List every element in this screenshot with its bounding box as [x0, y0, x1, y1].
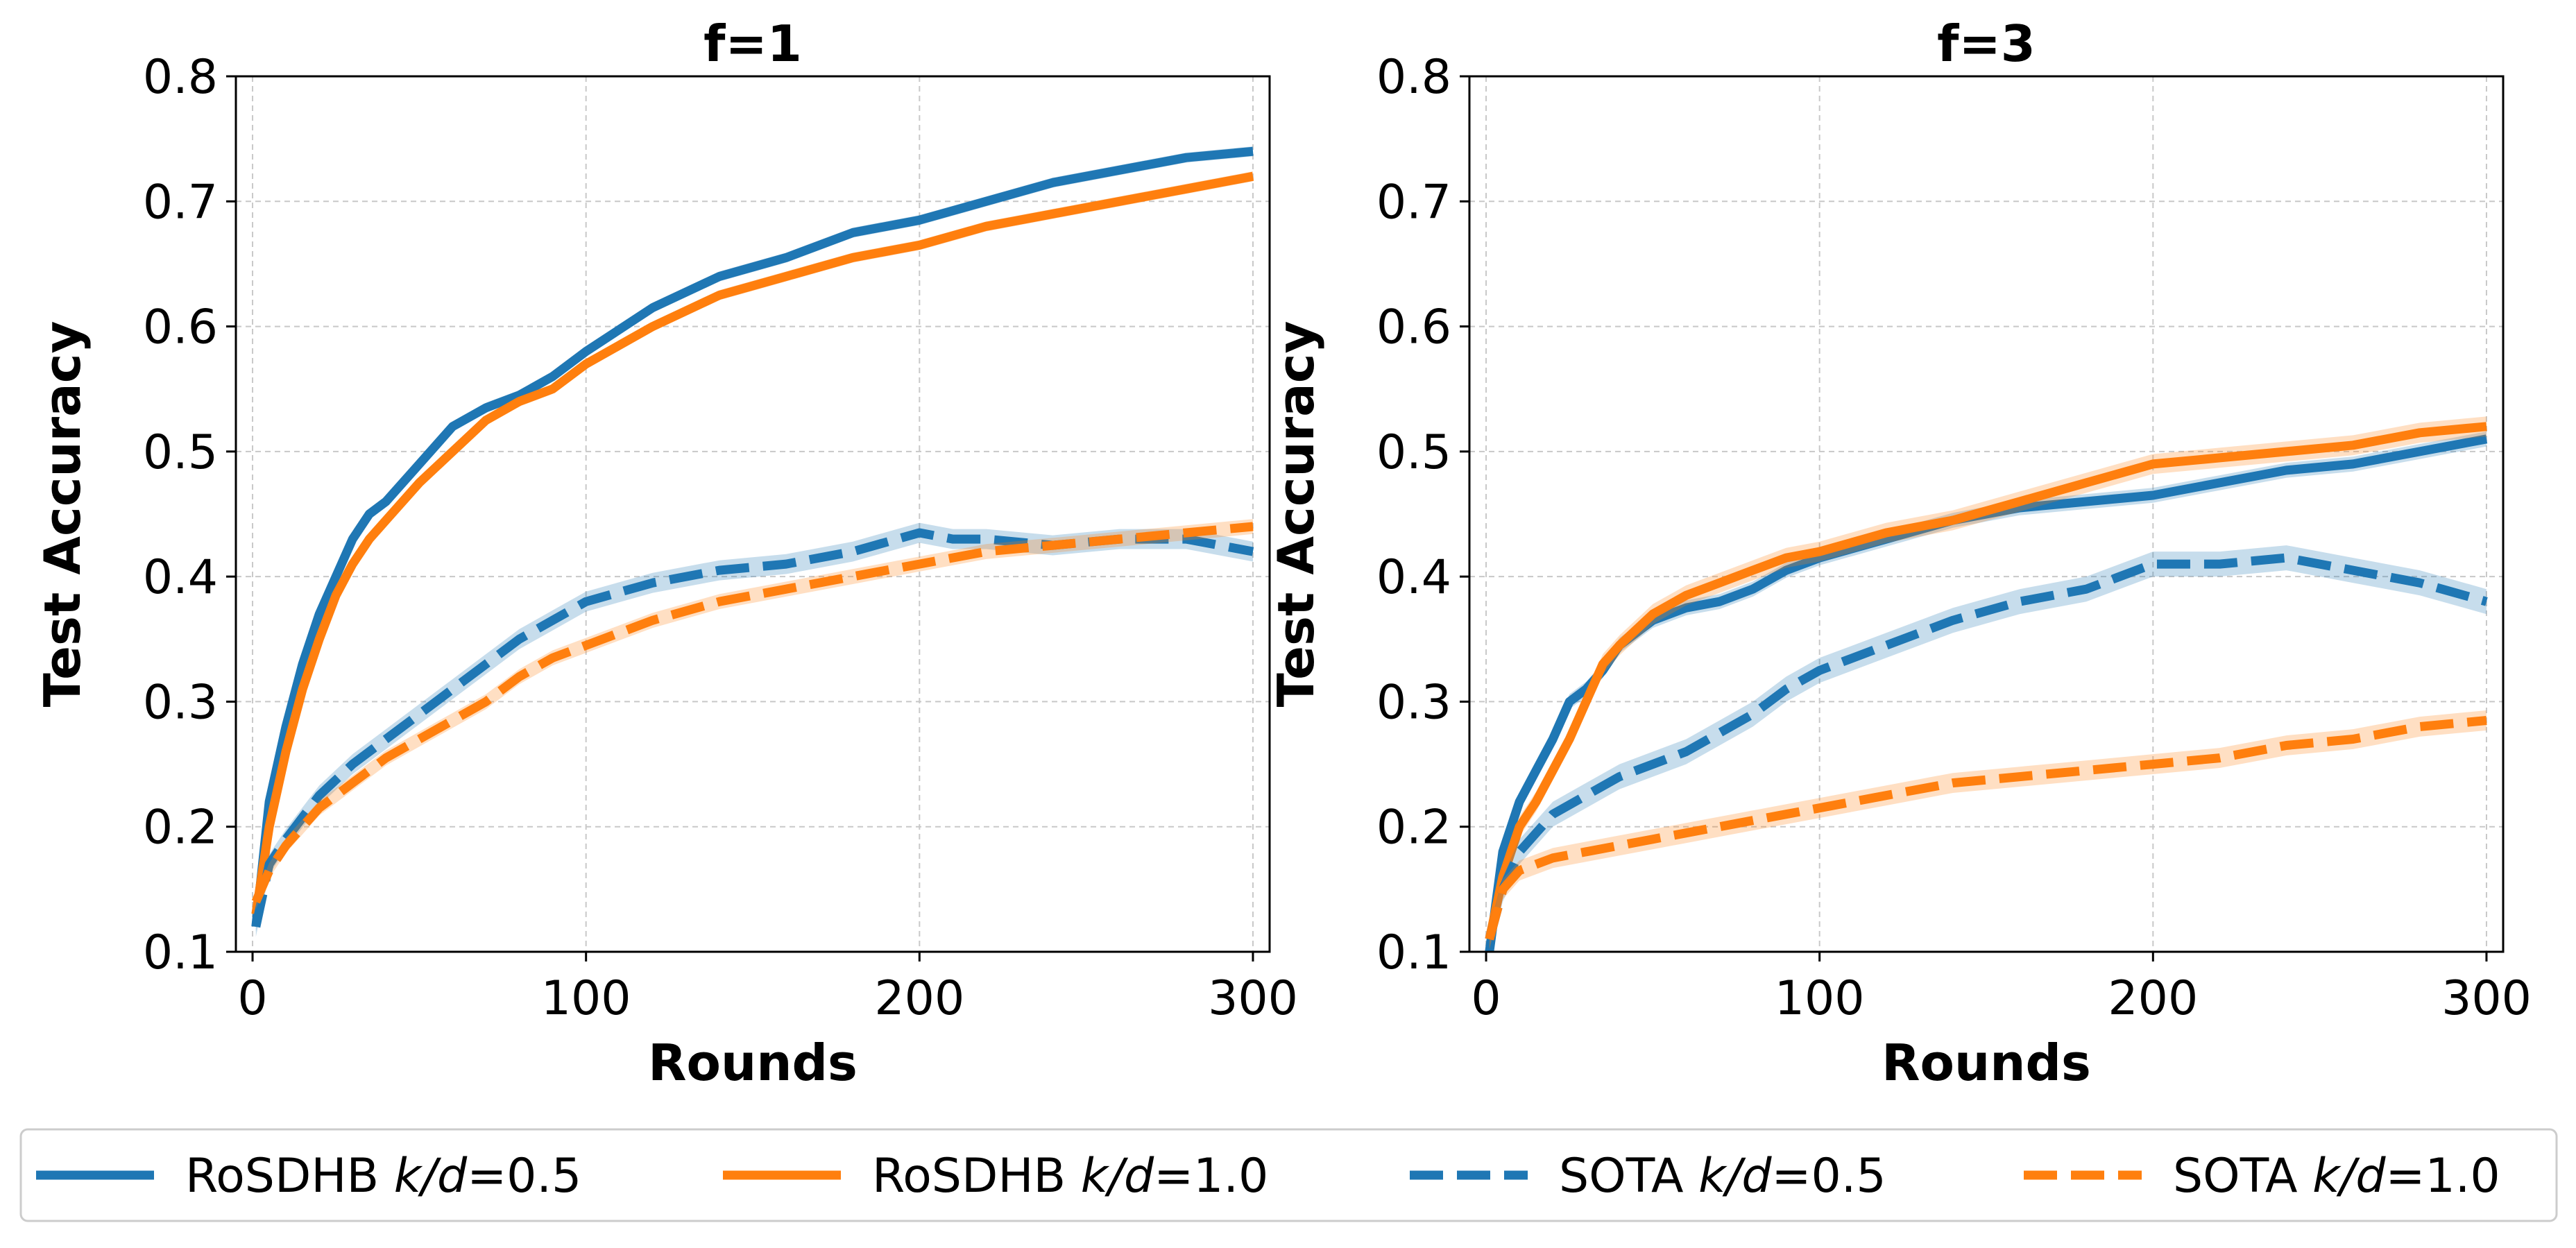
x-tick-label: 300: [2441, 971, 2532, 1026]
y-tick-label: 0.5: [143, 425, 218, 480]
legend-entry: SOTA k/d=0.5: [1410, 1149, 1886, 1204]
series-3: [251, 522, 1254, 937]
series-3: [1485, 545, 2488, 952]
legend-label-italic: k/d: [1081, 1149, 1154, 1204]
y-tick-label: 0.1: [1376, 925, 1451, 980]
legend-label: SOTA k/d=0.5: [1559, 1149, 1886, 1204]
series-line: [1485, 422, 2487, 941]
legend-label-italic: k/d: [394, 1149, 468, 1204]
series-4: [1485, 710, 2487, 950]
x-tick-label: 100: [541, 971, 631, 1026]
x-tick-label: 100: [1775, 971, 1865, 1026]
series-line: [1485, 434, 2488, 952]
legend-box: [19, 1128, 2558, 1222]
chart-panel-f1: 0.1 0.2 0.3 0.4 0.5 0.6 0.7 0.8 0 100 200 300 f=1 Rou…: [33, 15, 1298, 1092]
series-band: [1489, 416, 2487, 950]
x-tick-label: 200: [2108, 971, 2198, 1026]
legend-label-suffix: =0.5: [1772, 1149, 1886, 1204]
legend-label: RoSDHB k/d=0.5: [185, 1149, 581, 1204]
series-line: [251, 171, 1254, 915]
series-line: [251, 146, 1254, 928]
y-tick-label: 0.7: [143, 175, 218, 230]
legend: RoSDHB k/d=0.5 RoSDHB k/d=1.0 SOTA k/d=0.5…: [19, 1128, 2558, 1222]
y-axis-label: Test Accuracy: [33, 321, 92, 708]
legend-entry: RoSDHB k/d=0.5: [36, 1149, 581, 1204]
y-tick-label: 0.7: [1376, 175, 1451, 230]
y-tick-label: 0.8: [143, 50, 218, 105]
series-1: [1485, 431, 2488, 952]
y-tick-label: 0.1: [143, 925, 218, 980]
legend-label-suffix: =1.0: [1154, 1149, 1268, 1204]
legend-label-suffix: =0.5: [467, 1149, 581, 1204]
series-4: [251, 519, 1254, 909]
y-tick-label: 0.3: [1376, 675, 1451, 730]
x-tick-label: 0: [1471, 971, 1501, 1026]
legend-entry: RoSDHB k/d=1.0: [723, 1149, 1268, 1204]
legend-label-italic: k/d: [1698, 1149, 1772, 1204]
legend-entry: SOTA k/d=1.0: [2024, 1149, 2500, 1204]
legend-label: RoSDHB k/d=1.0: [872, 1149, 1268, 1204]
legend-label: SOTA k/d=1.0: [2173, 1149, 2500, 1204]
x-tick-label: 0: [237, 971, 267, 1026]
legend-label-prefix: RoSDHB: [872, 1149, 1081, 1204]
series-line: [1485, 553, 2488, 941]
chart-title: f=1: [703, 15, 802, 73]
series-line: [251, 528, 1254, 928]
legend-label-prefix: SOTA: [1559, 1149, 1698, 1204]
y-tick-label: 0.5: [1376, 425, 1451, 480]
x-tick-label: 300: [1208, 971, 1298, 1026]
series-line: [251, 522, 1254, 904]
series-1: [251, 146, 1254, 932]
y-tick-label: 0.6: [1376, 300, 1451, 355]
y-tick-label: 0.3: [143, 675, 218, 730]
x-axis-label: Rounds: [1882, 1034, 2091, 1092]
axes-frame: [1468, 75, 2505, 953]
series-2: [1485, 416, 2487, 950]
y-tick-label: 0.6: [143, 300, 218, 355]
y-axis-label: Test Accuracy: [1267, 321, 1325, 708]
chart-panel-f3: 0.1 0.2 0.3 0.4 0.5 0.6 0.7 0.8 0 100 200 300 f=3 Rou…: [1267, 15, 2532, 1092]
legend-label-suffix: =1.0: [2386, 1149, 2500, 1204]
legend-label-prefix: RoSDHB: [185, 1149, 394, 1204]
legend-label-prefix: SOTA: [2173, 1149, 2312, 1204]
series-2: [251, 171, 1254, 920]
series-line: [1485, 716, 2487, 941]
legend-label-italic: k/d: [2312, 1149, 2386, 1204]
x-tick-label: 200: [874, 971, 964, 1026]
series-band: [1489, 710, 2487, 950]
y-tick-label: 0.8: [1376, 50, 1451, 105]
series-band: [255, 519, 1253, 909]
y-tick-label: 0.4: [1376, 550, 1451, 605]
axes-frame: [234, 75, 1271, 953]
chart-title: f=3: [1937, 15, 2036, 73]
y-tick-label: 0.2: [143, 801, 218, 855]
y-tick-label: 0.2: [1376, 801, 1451, 855]
x-axis-label: Rounds: [648, 1034, 858, 1092]
y-tick-label: 0.4: [143, 550, 218, 605]
